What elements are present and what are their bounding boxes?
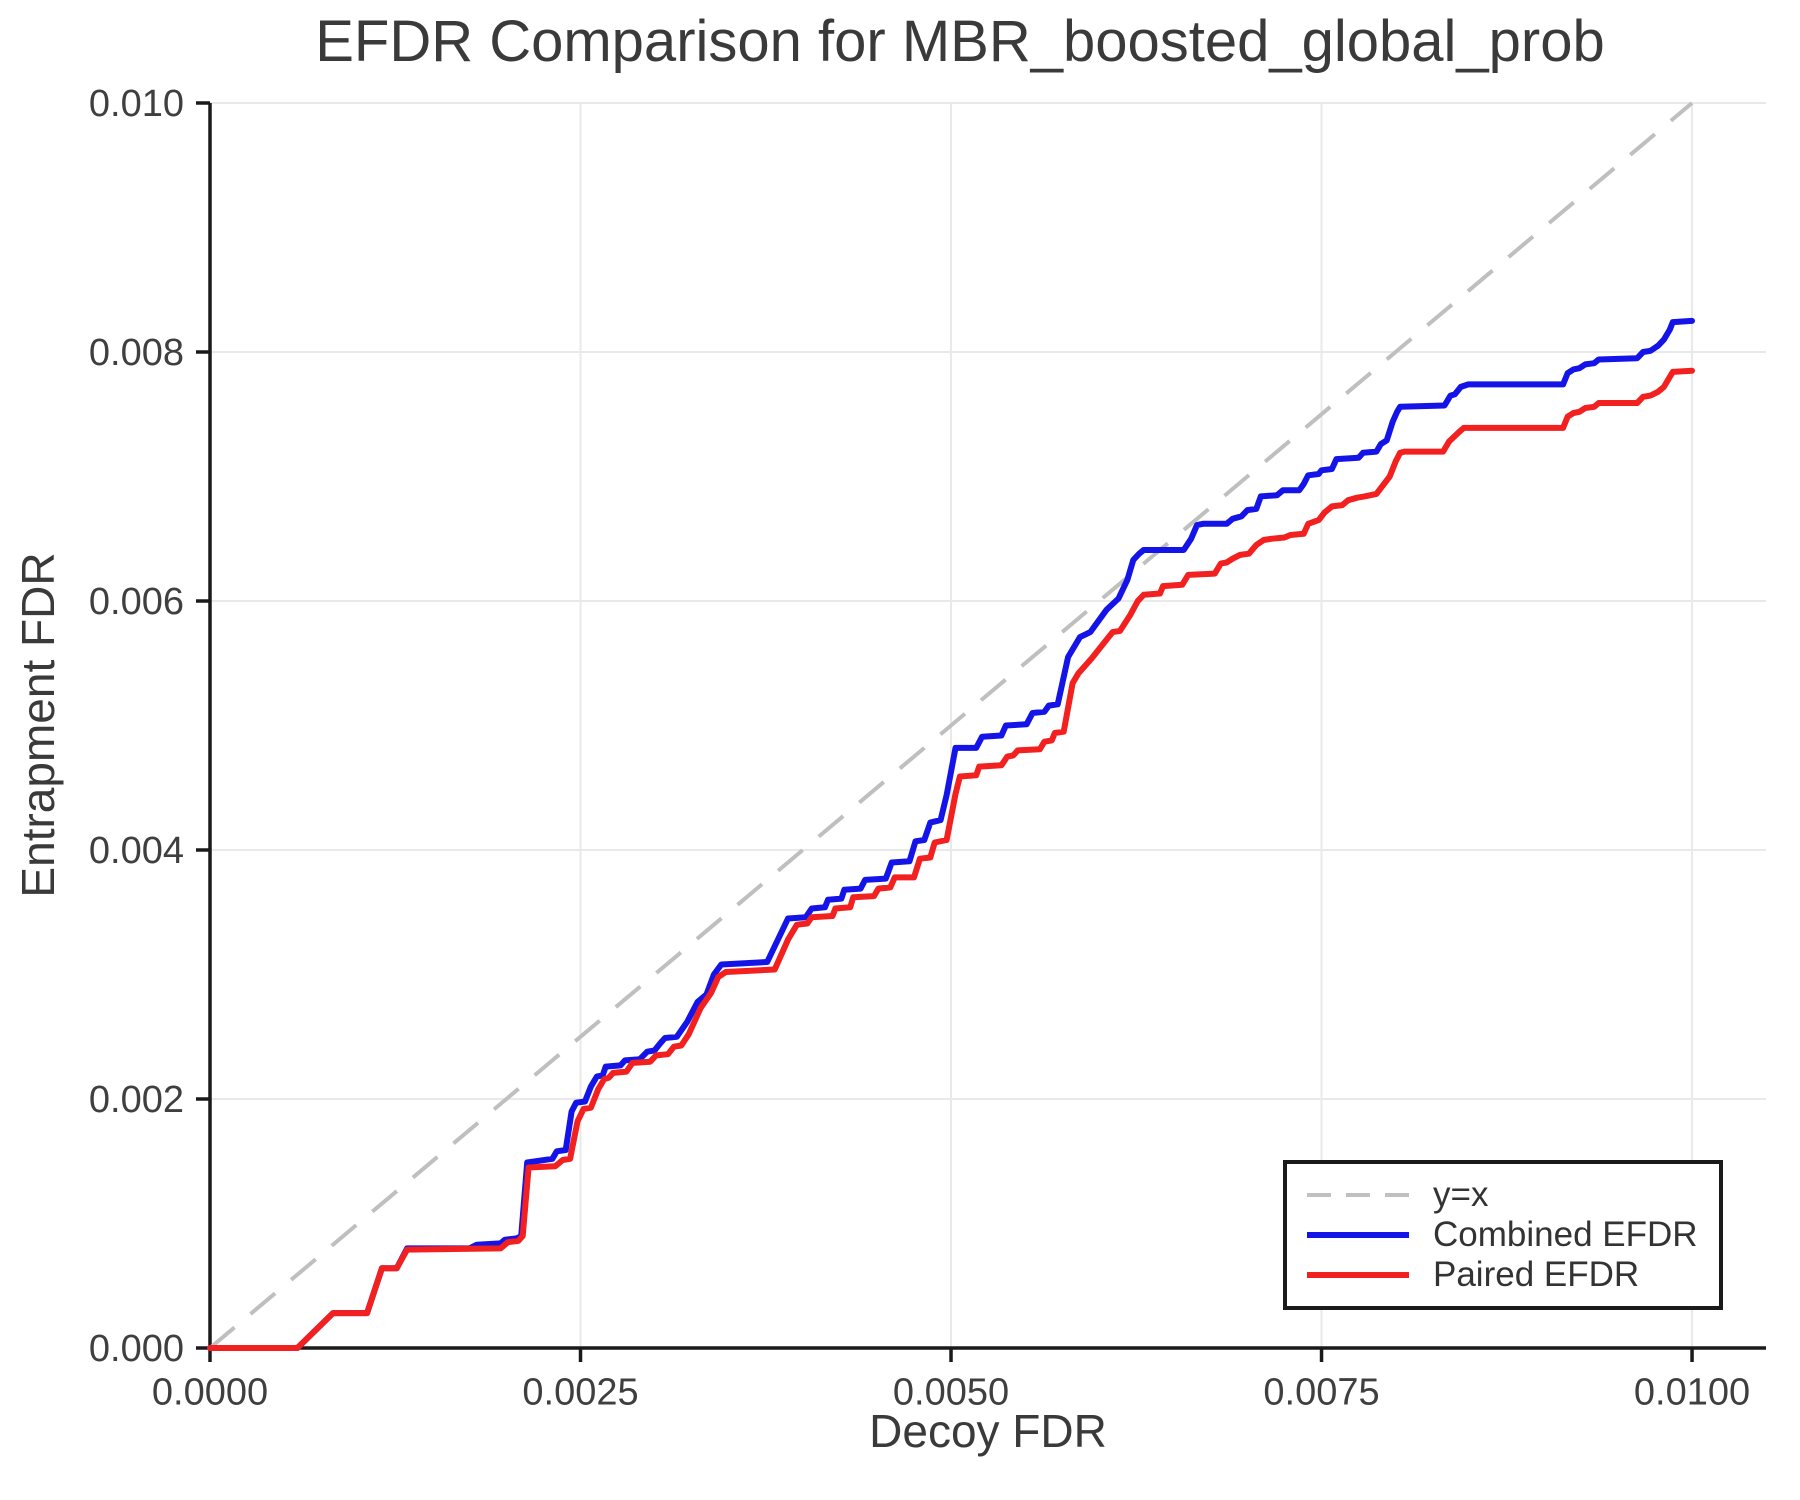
y-tick-label: 0.002	[89, 1079, 184, 1121]
legend-item-combined-efdr: Combined EFDR	[1305, 1215, 1709, 1255]
y-tick-label: 0.010	[89, 83, 184, 125]
x-axis-title: Decoy FDR	[869, 1405, 1107, 1457]
legend-label: Combined EFDR	[1433, 1215, 1698, 1254]
x-tick-label: 0.0100	[1634, 1371, 1750, 1413]
y-tick-label: 0.008	[89, 332, 184, 374]
axes	[196, 101, 1766, 1362]
y-tick-label: 0.004	[89, 830, 184, 872]
x-tick-label: 0.0050	[893, 1371, 1009, 1413]
legend: y=x Combined EFDR Paired EFDR	[1283, 1160, 1723, 1310]
series-paired-efdr	[207, 367, 1695, 1351]
legend-label: y=x	[1433, 1175, 1489, 1214]
series-y-x	[208, 101, 1694, 1350]
legend-label: Paired EFDR	[1433, 1255, 1640, 1294]
legend-item-paired-efdr: Paired EFDR	[1305, 1255, 1709, 1295]
paired-line-sample-icon	[1307, 1272, 1409, 1278]
x-tick-label: 0.0025	[522, 1371, 638, 1413]
y-tick-label: 0.006	[89, 581, 184, 623]
tick-labels: 0.0000 0.0025 0.0050 0.0075 0.0100 0.000 0.002…	[89, 83, 1750, 1413]
x-tick-label: 0.0075	[1263, 1371, 1379, 1413]
legend-item-diagonal: y=x	[1305, 1175, 1709, 1215]
x-tick-label: 0.0000	[152, 1371, 268, 1413]
data-series	[207, 101, 1695, 1351]
series-combined-efdr	[207, 317, 1695, 1351]
chart-title: EFDR Comparison for MBR_boosted_global_p…	[315, 9, 1605, 74]
y-tick-label: 0.000	[89, 1328, 184, 1370]
diagonal-line-sample-icon	[1307, 1193, 1409, 1197]
combined-line-sample-icon	[1307, 1232, 1409, 1238]
